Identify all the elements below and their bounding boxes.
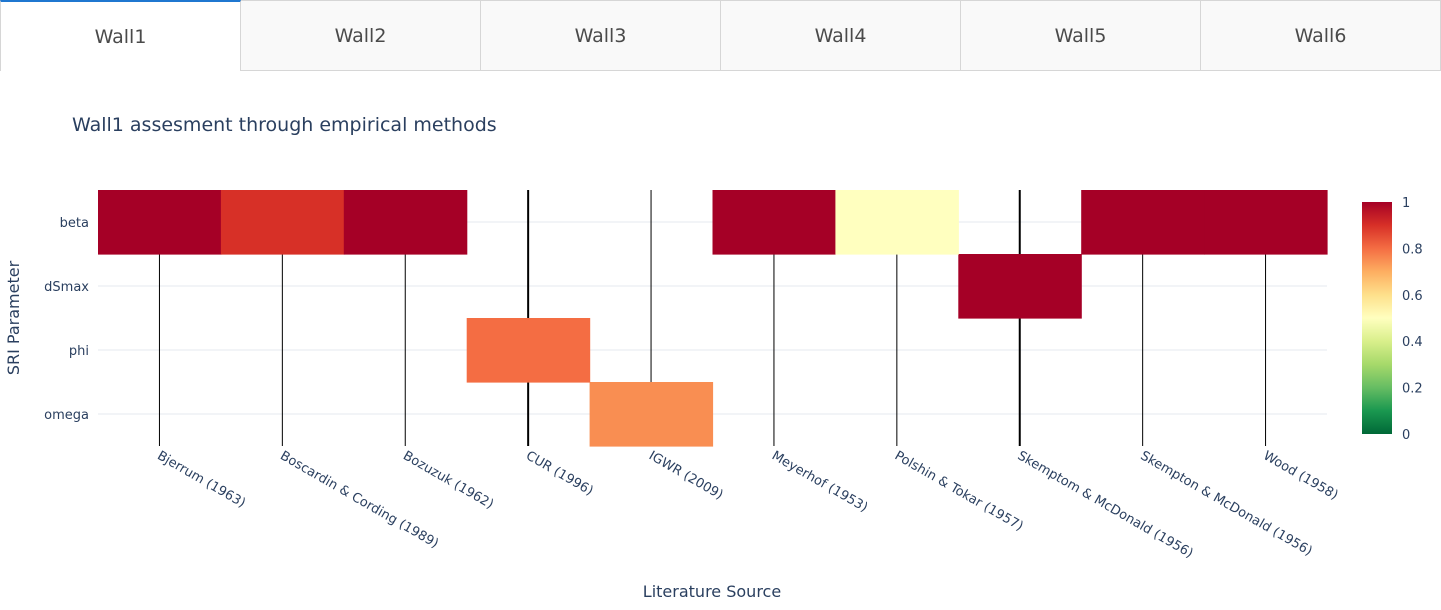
heatmap-chart: Wall1 assesment through empirical method… <box>4 114 1423 601</box>
colorbar-tick-label: 1 <box>1402 196 1410 211</box>
x-tick-labels: Bjerrum (1963) Boscardin & Cording (1989)… <box>154 448 1340 561</box>
x-tick-label: Polshin & Tokar (1957) <box>892 448 1026 534</box>
heatmap-cell <box>1204 190 1328 255</box>
x-tick-label: Bjerrum (1963) <box>154 448 247 511</box>
tab-wall1[interactable]: Wall1 <box>0 0 241 71</box>
colorbar <box>1362 202 1392 434</box>
y-tick-label: beta <box>60 216 89 231</box>
heatmap-cell <box>835 190 959 255</box>
heatmap-cell <box>343 190 468 255</box>
colorbar-ticks: 0 0.2 0.4 0.6 0.8 1 <box>1402 196 1423 443</box>
colorbar-tick-label: 0 <box>1402 428 1410 443</box>
x-tick-label: Bozuzuk (1962) <box>400 448 496 512</box>
y-tick-label: phi <box>69 344 89 359</box>
y-tick-labels: omega phi dSmax beta <box>44 216 89 423</box>
colorbar-tick-label: 0.2 <box>1402 382 1423 397</box>
heatmap-cell <box>958 254 1082 319</box>
tab-wall3[interactable]: Wall3 <box>481 0 721 71</box>
x-tick-label: Wood (1958) <box>1261 448 1341 503</box>
colorbar-tick-label: 0.6 <box>1402 289 1423 304</box>
heatmap-cell <box>712 190 836 255</box>
tab-wall6[interactable]: Wall6 <box>1201 0 1441 71</box>
y-axis-title: SRI Parameter <box>4 260 23 375</box>
heatmap-cell <box>589 382 714 447</box>
colorbar-tick-label: 0.4 <box>1402 335 1423 350</box>
x-tick-label: CUR (1996) <box>523 448 595 498</box>
tab-wall5[interactable]: Wall5 <box>961 0 1201 71</box>
colorbar-tick-label: 0.8 <box>1402 242 1423 257</box>
heatmap-cell <box>220 190 345 255</box>
x-tick-label: IGWR (2009) <box>646 448 726 503</box>
heatmap-cell <box>98 190 222 255</box>
wall-tabs: Wall1 Wall2 Wall3 Wall4 Wall5 Wall6 <box>0 0 1441 71</box>
chart-title: Wall1 assesment through empirical method… <box>72 114 497 136</box>
y-tick-label: dSmax <box>44 280 89 295</box>
heatmap-cell <box>1081 190 1205 255</box>
heatmap-cells <box>98 190 1328 447</box>
x-tick-label: Meyerhof (1953) <box>769 448 870 515</box>
tab-wall2[interactable]: Wall2 <box>241 0 481 71</box>
heatmap-cell <box>466 318 591 383</box>
tab-wall4[interactable]: Wall4 <box>721 0 961 71</box>
y-tick-label: omega <box>44 408 89 423</box>
x-axis-title: Literature Source <box>643 582 781 601</box>
